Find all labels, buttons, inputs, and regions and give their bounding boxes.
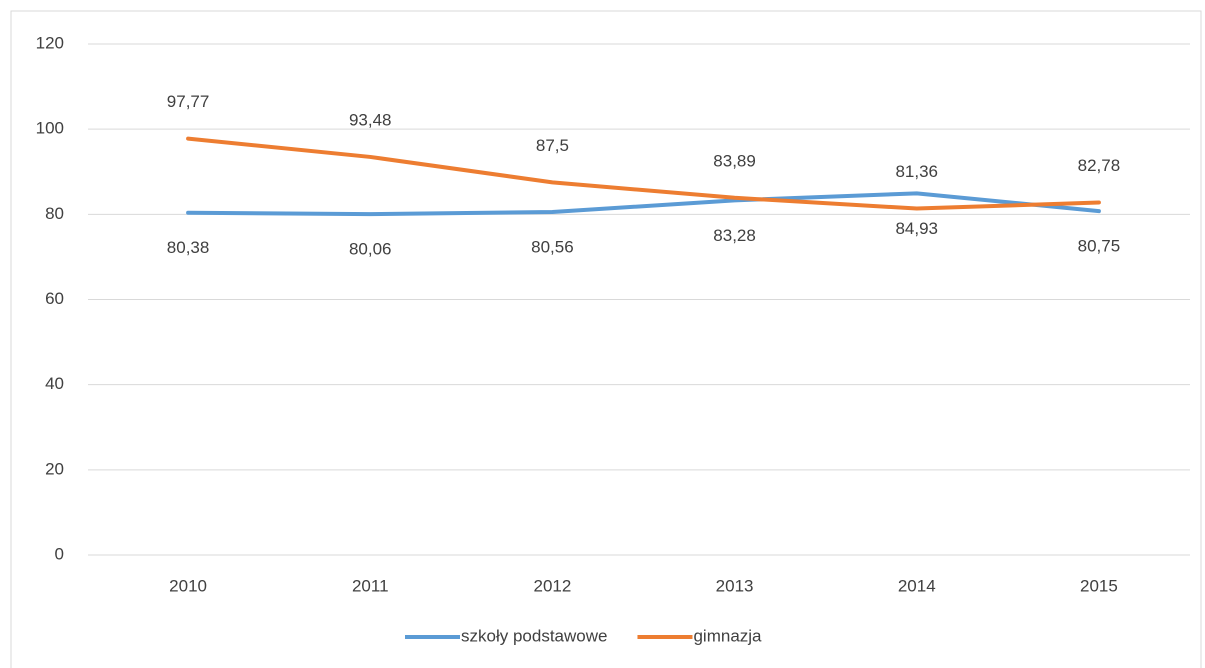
data-label: 93,48 — [349, 110, 392, 129]
x-tick-label: 2014 — [898, 576, 936, 595]
y-tick-label: 60 — [45, 289, 64, 308]
data-label: 97,77 — [167, 92, 210, 111]
y-tick-label: 20 — [45, 459, 64, 478]
x-tick-label: 2015 — [1080, 576, 1118, 595]
legend-label: gimnazja — [693, 626, 762, 645]
y-tick-label: 120 — [36, 33, 64, 52]
data-label: 87,5 — [536, 136, 569, 155]
legend-label: szkoły podstawowe — [461, 626, 607, 645]
line-series — [186, 191, 1101, 217]
y-tick-label: 100 — [36, 119, 64, 138]
y-tick-label: 0 — [55, 544, 64, 563]
y-tick-label: 80 — [45, 204, 64, 223]
x-tick-label: 2012 — [534, 576, 572, 595]
x-tick-label: 2011 — [352, 576, 389, 595]
data-label: 83,89 — [713, 151, 756, 170]
line-series — [186, 136, 1101, 211]
chart-frame — [10, 10, 1202, 668]
data-label: 81,36 — [895, 162, 938, 181]
x-tick-label: 2010 — [169, 576, 207, 595]
y-tick-label: 40 — [45, 374, 64, 393]
data-label: 83,28 — [713, 226, 756, 245]
x-tick-label: 2013 — [716, 576, 754, 595]
data-label: 80,56 — [531, 237, 574, 256]
data-label: 80,75 — [1078, 237, 1121, 256]
data-label: 80,06 — [349, 240, 392, 259]
data-label: 80,38 — [167, 238, 210, 257]
data-label: 84,93 — [895, 219, 938, 238]
data-label: 82,78 — [1078, 156, 1121, 175]
